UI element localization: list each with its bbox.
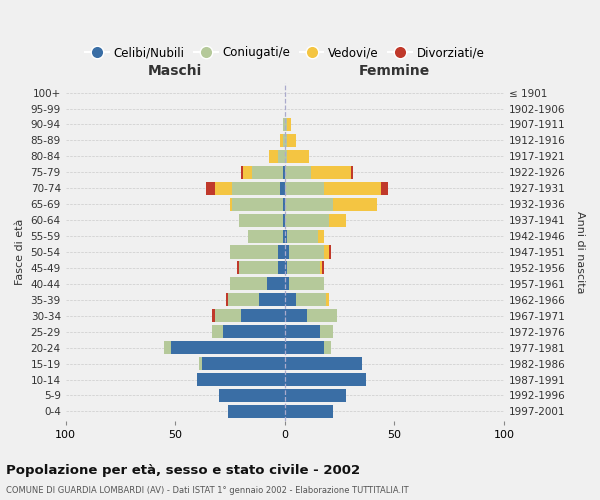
Bar (285, 214, 329, 226)
Bar (285, 389, 346, 402)
Bar (219, 389, 285, 402)
Text: Maschi: Maschi (148, 64, 202, 78)
Bar (283, 166, 285, 179)
Bar (285, 325, 320, 338)
Bar (285, 230, 287, 242)
Bar (324, 182, 381, 195)
Bar (287, 118, 292, 131)
Bar (239, 262, 278, 274)
Y-axis label: Anni di nascita: Anni di nascita (575, 210, 585, 293)
Bar (285, 341, 324, 354)
Bar (285, 182, 324, 195)
Bar (241, 309, 285, 322)
Bar (296, 294, 326, 306)
Bar (285, 262, 287, 274)
Y-axis label: Fasce di età: Fasce di età (15, 219, 25, 285)
Bar (287, 134, 296, 147)
Bar (243, 166, 252, 179)
Bar (320, 262, 322, 274)
Bar (283, 118, 285, 131)
Bar (239, 214, 283, 226)
Bar (285, 373, 366, 386)
Bar (230, 246, 278, 258)
Bar (202, 357, 285, 370)
Bar (212, 325, 223, 338)
Bar (329, 214, 346, 226)
Bar (248, 230, 283, 242)
Bar (164, 341, 171, 354)
Bar (289, 278, 324, 290)
Bar (287, 230, 317, 242)
Bar (289, 246, 324, 258)
Bar (285, 357, 362, 370)
Bar (232, 198, 283, 210)
Bar (226, 294, 228, 306)
Bar (252, 166, 283, 179)
Bar (215, 182, 232, 195)
Bar (350, 166, 353, 179)
Bar (285, 134, 287, 147)
Bar (287, 150, 309, 163)
Bar (278, 246, 285, 258)
Bar (307, 309, 337, 322)
Bar (230, 198, 232, 210)
Bar (381, 182, 388, 195)
Bar (228, 405, 285, 418)
Bar (324, 341, 331, 354)
Bar (324, 246, 329, 258)
Bar (285, 150, 287, 163)
Bar (285, 278, 289, 290)
Bar (333, 198, 377, 210)
Bar (329, 246, 331, 258)
Bar (287, 262, 320, 274)
Bar (322, 262, 324, 274)
Bar (285, 166, 311, 179)
Bar (285, 294, 296, 306)
Bar (206, 182, 215, 195)
Legend: Celibi/Nubili, Coniugati/e, Vedovi/e, Divorziati/e: Celibi/Nubili, Coniugati/e, Vedovi/e, Di… (80, 42, 489, 64)
Bar (212, 309, 215, 322)
Bar (283, 198, 285, 210)
Bar (215, 309, 241, 322)
Bar (232, 182, 280, 195)
Bar (230, 278, 267, 290)
Bar (228, 294, 259, 306)
Bar (267, 278, 285, 290)
Bar (278, 262, 285, 274)
Bar (223, 325, 285, 338)
Bar (269, 150, 278, 163)
Bar (236, 262, 239, 274)
Bar (285, 246, 289, 258)
Bar (311, 166, 350, 179)
Text: Popolazione per età, sesso e stato civile - 2002: Popolazione per età, sesso e stato civil… (6, 464, 360, 477)
Bar (283, 230, 285, 242)
Bar (283, 134, 285, 147)
Bar (199, 357, 202, 370)
Text: COMUNE DI GUARDIA LOMBARDI (AV) - Dati ISTAT 1° gennaio 2002 - Elaborazione TUTT: COMUNE DI GUARDIA LOMBARDI (AV) - Dati I… (6, 486, 409, 495)
Bar (280, 182, 285, 195)
Bar (197, 373, 285, 386)
Bar (285, 309, 307, 322)
Bar (285, 198, 333, 210)
Bar (320, 325, 333, 338)
Bar (317, 230, 324, 242)
Bar (283, 214, 285, 226)
Bar (280, 134, 283, 147)
Bar (259, 294, 285, 306)
Bar (171, 341, 285, 354)
Bar (278, 150, 285, 163)
Bar (241, 166, 243, 179)
Bar (285, 118, 287, 131)
Bar (326, 294, 329, 306)
Text: Femmine: Femmine (359, 64, 430, 78)
Bar (285, 405, 333, 418)
